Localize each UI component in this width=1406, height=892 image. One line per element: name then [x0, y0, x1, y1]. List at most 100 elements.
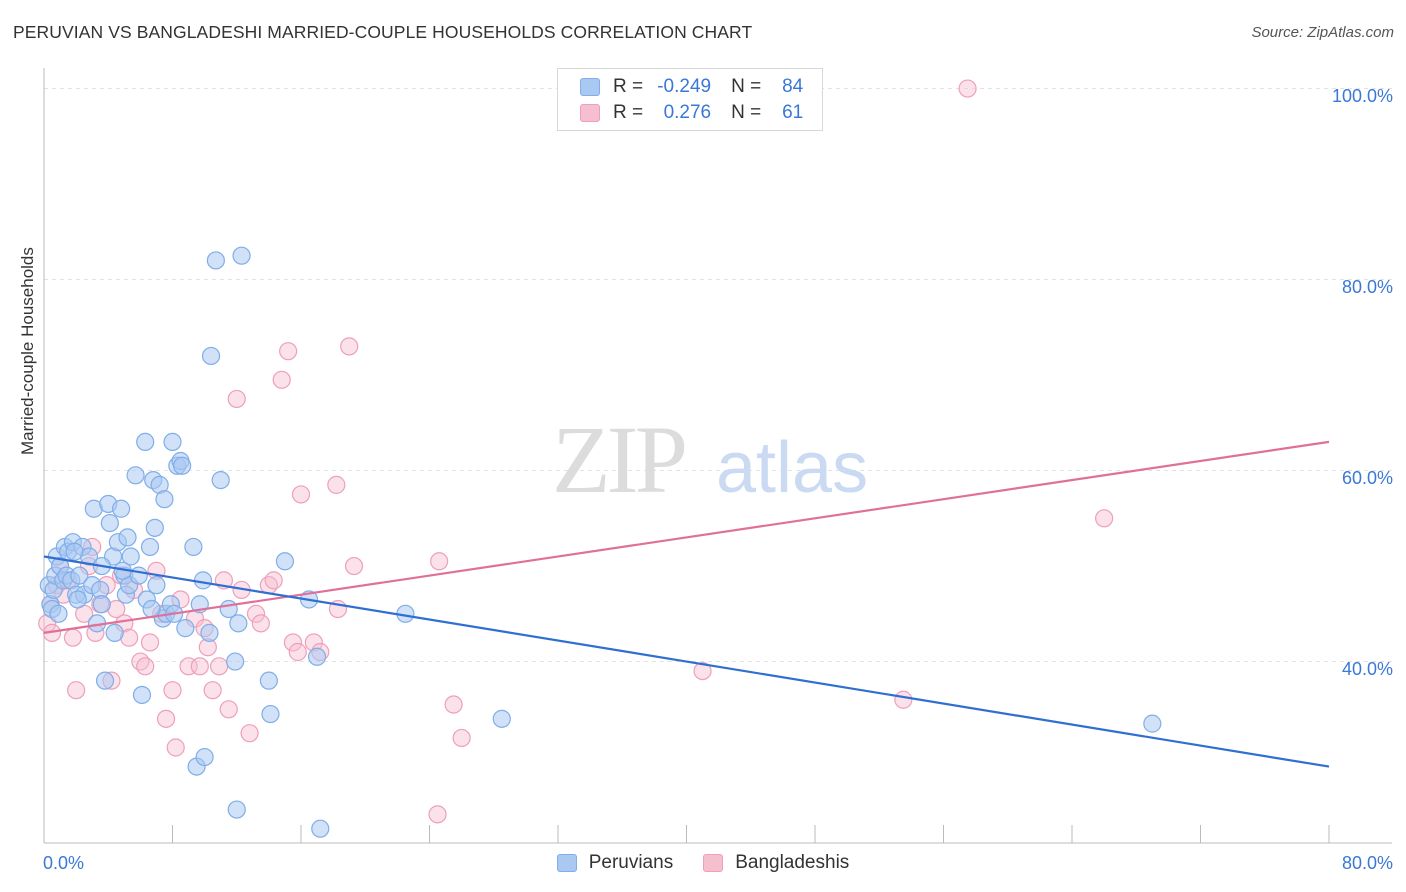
bangladeshis-point: [67, 681, 86, 700]
bangladeshis-point: [291, 485, 311, 504]
bangladeshis-point: [219, 700, 238, 719]
peruvians-point: [211, 471, 230, 490]
legend-item-peruvians[interactable]: Peruvians: [556, 852, 674, 874]
peruvians-point: [126, 466, 145, 485]
y-tick-60: 60.0%: [1341, 468, 1393, 488]
y-tick-100: 100.0%: [1331, 86, 1393, 106]
bangladeshis-point: [894, 690, 913, 709]
bangladeshis-point: [42, 623, 62, 643]
peruvians-legend-swatch: [556, 854, 577, 872]
series-legend: Peruvians Bangladeshis: [0, 852, 1406, 874]
legend-row-bangladeshis: R = 0.276 N = 61: [580, 101, 803, 125]
trendlines: [43, 440, 1330, 768]
legend-row-peruvians: R = -0.249 N = 84: [580, 75, 803, 99]
bangladeshis-point: [444, 695, 463, 714]
x-tick-min: 0.0%: [43, 853, 85, 873]
peruvians-point: [311, 819, 330, 838]
bangladeshis-point: [140, 633, 160, 652]
bangladeshis-point: [452, 728, 471, 748]
peruvians-point: [229, 614, 248, 633]
bangladeshis-point: [251, 614, 270, 633]
peruvians-point: [140, 537, 160, 557]
legend-r-label: R =: [613, 102, 644, 123]
bangladeshis-trendline: [43, 440, 1330, 634]
bangladeshis-point: [693, 661, 712, 681]
bangladeshis-legend-label: Bangladeshis: [735, 852, 850, 873]
peruvians-point: [1143, 714, 1162, 733]
peruvians-point: [176, 619, 195, 638]
bangladeshis-point: [327, 475, 346, 494]
peruvians-point: [121, 547, 140, 566]
peruvians-point: [307, 647, 327, 666]
peruvians-point: [200, 623, 219, 643]
bangladeshis-swatch: [580, 104, 600, 122]
watermark: ZIP atlas: [552, 406, 868, 513]
peruvians-point: [173, 456, 192, 475]
peruvians-point: [49, 604, 68, 623]
peruvians-point: [95, 671, 115, 690]
legend-r-label: R =: [613, 76, 644, 97]
peruvians-point: [111, 499, 131, 518]
bangladeshis-legend-swatch: [703, 854, 724, 872]
watermark-zip: ZIP: [552, 406, 685, 513]
bangladeshis-point: [240, 724, 259, 743]
legend-n-label: N =: [731, 102, 762, 123]
peruvians-point: [136, 432, 155, 451]
peruvians-point: [129, 566, 148, 585]
peruvians-point: [92, 595, 111, 614]
peruvians-swatch: [580, 78, 600, 96]
peruvians-point: [259, 671, 278, 690]
bangladeshis-point: [163, 681, 182, 700]
bangladeshis-point: [246, 604, 266, 623]
bangladeshis-point: [227, 389, 246, 409]
peruvians-point: [145, 518, 164, 537]
bangladeshis-n-value: 61: [782, 102, 804, 123]
bangladeshis-point: [190, 657, 209, 676]
peruvians-point: [118, 528, 137, 547]
peruvians-point: [206, 251, 225, 270]
bangladeshis-point: [288, 642, 307, 662]
peruvians-point: [155, 490, 174, 509]
peruvians-points: [39, 246, 1162, 838]
bangladeshis-point: [156, 709, 176, 728]
bangladeshis-point: [136, 657, 155, 676]
peruvians-point: [100, 513, 119, 533]
bangladeshis-point: [203, 681, 222, 700]
peruvians-point: [68, 590, 87, 609]
peruvians-legend-label: Peruvians: [588, 852, 674, 873]
peruvians-point: [261, 704, 280, 724]
legend-n-label: N =: [731, 76, 762, 97]
chart-title: PERUVIAN VS BANGLADESHI MARRIED-COUPLE H…: [13, 22, 753, 42]
bangladeshis-point: [1095, 509, 1114, 528]
bangladeshis-point: [264, 571, 283, 590]
legend-item-bangladeshis[interactable]: Bangladeshis: [703, 852, 849, 874]
peruvians-point: [232, 246, 251, 265]
x-tick-max: 80.0%: [1341, 853, 1393, 873]
peruvians-point: [65, 542, 84, 561]
peruvians-r-value: -0.249: [657, 76, 712, 97]
peruvians-point: [105, 623, 124, 643]
peruvians-point: [201, 346, 221, 366]
peruvians-point: [195, 747, 214, 767]
peruvians-point: [275, 552, 295, 571]
bangladeshis-point: [958, 79, 977, 98]
bangladeshis-point: [166, 738, 185, 757]
source-credit: Source: ZipAtlas.com: [1251, 24, 1394, 41]
bangladeshis-point: [430, 552, 449, 571]
bangladeshis-point: [279, 342, 298, 361]
bangladeshis-point: [209, 657, 229, 676]
peruvians-point: [226, 652, 245, 671]
y-tick-40: 40.0%: [1341, 659, 1393, 679]
peruvians-point: [227, 800, 246, 819]
bangladeshis-point: [283, 633, 303, 652]
peruvians-n-value: 84: [782, 76, 804, 97]
bangladeshis-point: [272, 370, 291, 389]
watermark-atlas: atlas: [716, 428, 868, 508]
peruvians-trendline: [43, 555, 1330, 768]
bangladeshis-point: [428, 805, 447, 824]
bangladeshis-point: [63, 628, 83, 647]
peruvians-point: [193, 571, 213, 590]
correlation-legend: R = -0.249 N = 84 R = 0.276 N = 61: [557, 68, 823, 131]
peruvians-point: [70, 566, 89, 585]
